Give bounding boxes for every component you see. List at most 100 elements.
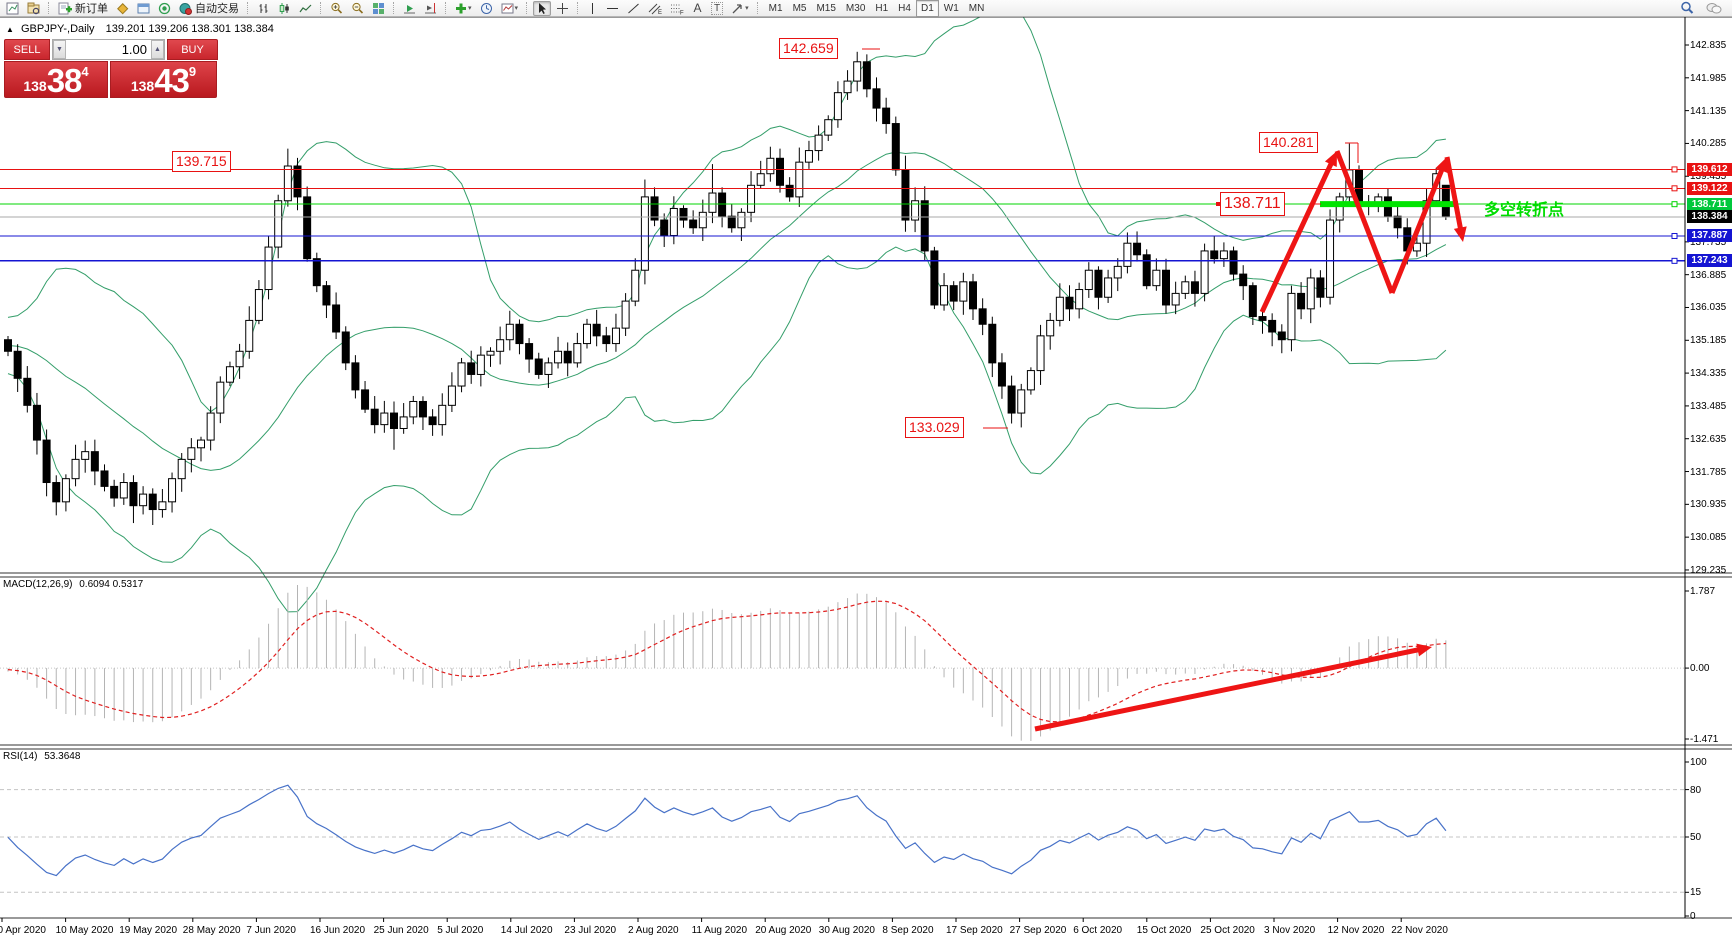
tile-windows-icon[interactable]	[369, 1, 388, 16]
annotation-price-label[interactable]: 133.029	[905, 417, 964, 438]
bollinger-middle-band	[7, 151, 1447, 471]
arrows-tool[interactable]: ▾	[728, 1, 752, 16]
metaeditor-icon[interactable]	[113, 1, 132, 16]
candle-bull	[1326, 219, 1335, 298]
timeframe-M5[interactable]: M5	[792, 2, 807, 14]
candle-bear	[660, 219, 669, 236]
templates-icon[interactable]: ▾	[498, 1, 522, 16]
timeframe-MN[interactable]: MN	[968, 2, 985, 14]
vertical-line-tool[interactable]	[584, 1, 601, 16]
volume-input[interactable]: 1.00	[121, 42, 147, 57]
date-axis-label: 17 Sep 2020	[946, 925, 1003, 936]
terminal-icon[interactable]	[134, 1, 153, 16]
candle-bull	[399, 416, 408, 429]
strategy-tester-icon[interactable]	[155, 1, 174, 16]
candlestick-icon[interactable]	[275, 1, 294, 16]
candle-bear	[891, 123, 900, 171]
timeframe-M1[interactable]: M1	[768, 2, 783, 14]
profiles-icon[interactable]	[24, 1, 43, 16]
periods-icon[interactable]	[477, 1, 496, 16]
candle-bull	[1287, 292, 1296, 341]
candle-bear	[727, 215, 736, 229]
sell-button[interactable]: SELL	[4, 39, 50, 60]
candle-bear	[534, 358, 543, 375]
new-order-button[interactable]: 新订单	[55, 1, 111, 16]
candle-bear	[1142, 254, 1151, 287]
timeframe-M30[interactable]: M30	[845, 2, 866, 14]
candle-bear	[361, 389, 370, 410]
timeframe-H1[interactable]: H1	[875, 2, 889, 14]
candle-bull	[438, 404, 447, 426]
candle-bull	[216, 381, 225, 414]
autotrading-button[interactable]: 自动交易	[176, 1, 242, 16]
bar-chart-icon[interactable]	[254, 1, 273, 16]
candle-bull	[573, 343, 582, 364]
buy-price[interactable]: 138 43 9	[110, 61, 217, 98]
equidistant-channel-tool[interactable]: E	[645, 1, 665, 16]
candle-bull	[1200, 250, 1209, 294]
zoom-in-icon[interactable]	[327, 1, 346, 16]
timeframe-D1[interactable]: D1	[915, 0, 939, 17]
text-label-tool[interactable]: T	[708, 1, 726, 16]
timeframe-M15[interactable]: M15	[816, 2, 836, 14]
analysis-arrowhead	[1416, 643, 1432, 657]
annotation-price-label[interactable]: 138.711	[1220, 192, 1285, 216]
candle-bear	[689, 219, 698, 229]
rsi-value: 53.3648	[44, 751, 81, 762]
candle-bull	[766, 157, 775, 175]
line-chart-icon[interactable]	[296, 1, 315, 16]
text-tool[interactable]: A	[693, 1, 702, 15]
price-axis-label: 142.835	[1690, 40, 1727, 51]
date-axis-label: 22 Nov 2020	[1391, 925, 1448, 936]
chat-icon[interactable]	[1703, 1, 1725, 16]
volume-increase-button[interactable]: ▲	[151, 40, 164, 59]
search-icon[interactable]	[1677, 1, 1697, 16]
annotation-price-label[interactable]: 142.659	[779, 38, 838, 59]
analysis-arrow	[1034, 645, 1427, 732]
volume-decrease-button[interactable]: ▼	[53, 40, 66, 59]
candle-bear	[1133, 242, 1142, 256]
annotation-price-label[interactable]: 139.715	[172, 151, 231, 172]
macd-label: MACD(12,26,9) 0.6094 0.5317	[3, 579, 143, 590]
candle-bear	[988, 323, 997, 364]
sell-price[interactable]: 138 38 4	[4, 61, 108, 98]
candle-bear	[862, 61, 871, 90]
candle-bear	[351, 362, 360, 391]
candle-bull	[187, 447, 196, 460]
fibonacci-tool[interactable]: F	[667, 1, 687, 16]
new-chart-icon[interactable]	[3, 1, 22, 16]
candle-bear	[90, 451, 99, 472]
date-axis-label: 8 Sep 2020	[882, 925, 934, 936]
horizontal-line-tool[interactable]	[603, 1, 622, 16]
price-axis-label: 130.085	[1690, 532, 1727, 544]
candle-bull	[698, 211, 707, 229]
candle-bull	[1036, 335, 1045, 372]
trendline-tool[interactable]	[624, 1, 643, 16]
rsi-label: RSI(14) 53.3648	[3, 751, 80, 762]
crosshair-tool[interactable]	[553, 1, 572, 16]
candle-bull	[1181, 281, 1190, 294]
zoom-out-icon[interactable]	[348, 1, 367, 16]
annotation-price-label[interactable]: 140.281	[1259, 132, 1318, 153]
auto-scroll-icon[interactable]	[400, 1, 419, 16]
candle-bull	[1017, 389, 1026, 414]
candle-bear	[390, 412, 398, 429]
symbol-marker-icon: ▲	[6, 25, 14, 34]
macd-axis-label: 1.787	[1690, 586, 1716, 597]
timeframe-H4[interactable]: H4	[898, 2, 911, 14]
candle-bull	[611, 327, 620, 345]
buy-button[interactable]: BUY	[167, 39, 218, 60]
candle-bear	[1316, 277, 1325, 298]
candle-bull	[168, 478, 177, 503]
candle-bull	[814, 134, 823, 152]
chart-shift-icon[interactable]	[421, 1, 440, 16]
cursor-tool[interactable]	[533, 0, 552, 16]
timeframe-W1[interactable]: W1	[943, 2, 959, 14]
annotation-note-text[interactable]: 多空转折点	[1484, 202, 1565, 219]
candle-bull	[1055, 296, 1064, 321]
indicators-icon[interactable]: ▾	[452, 1, 475, 16]
analysis-arrowhead	[1435, 157, 1448, 173]
price-axis-label: 130.935	[1690, 499, 1727, 511]
new-order-icon	[58, 2, 72, 14]
candle-bull	[505, 323, 514, 341]
